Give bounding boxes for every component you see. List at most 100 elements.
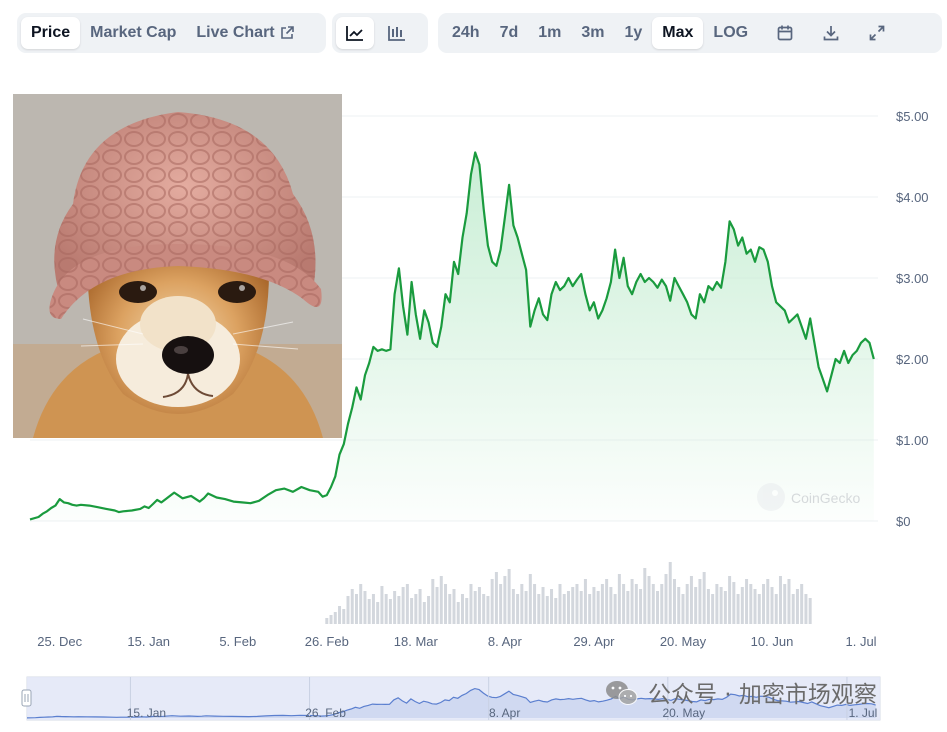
volume-bars bbox=[325, 562, 812, 624]
y-tick-label: $3.00 bbox=[896, 271, 929, 286]
volume-bar bbox=[745, 579, 749, 624]
range-toolbar: 24h 7d 1m 3m 1y Max LOG bbox=[438, 13, 942, 53]
line-chart-button[interactable] bbox=[336, 17, 374, 49]
volume-bar bbox=[626, 591, 630, 624]
volume-bar bbox=[558, 584, 562, 624]
overlay-dog-image bbox=[13, 94, 342, 438]
coingecko-watermark-text: CoinGecko bbox=[791, 490, 860, 506]
navigator-area bbox=[27, 688, 876, 718]
line-chart-icon bbox=[346, 26, 363, 41]
wechat-watermark-text: 公众号 · 加密市场观察 bbox=[648, 682, 877, 708]
volume-bar bbox=[342, 609, 346, 624]
volume-bar bbox=[596, 591, 600, 624]
volume-bar bbox=[656, 591, 660, 624]
y-tick-label: $4.00 bbox=[896, 190, 929, 205]
y-tick-label: $0 bbox=[896, 514, 910, 529]
navigator-tick-label: 8. Apr bbox=[489, 706, 520, 720]
volume-bar bbox=[444, 584, 448, 624]
volume-bar bbox=[329, 615, 333, 624]
volume-bar bbox=[350, 589, 354, 624]
range-max[interactable]: Max bbox=[652, 17, 704, 49]
volume-bar bbox=[325, 618, 329, 624]
volume-bar bbox=[507, 569, 511, 624]
view-tabs: Price Market Cap Live Chart bbox=[17, 13, 326, 53]
volume-bar bbox=[689, 576, 693, 624]
volume-bar bbox=[486, 596, 490, 624]
range-1y[interactable]: 1y bbox=[624, 24, 643, 41]
volume-bar bbox=[465, 598, 469, 624]
volume-bar bbox=[757, 594, 761, 624]
volume-bar bbox=[537, 594, 541, 624]
volume-bar bbox=[774, 594, 778, 624]
volume-bar bbox=[685, 584, 689, 624]
range-7d[interactable]: 7d bbox=[499, 24, 519, 41]
volume-bar bbox=[766, 579, 770, 624]
range-navigator[interactable]: 15. Jan 26. Feb 8. Apr 20. May 1. Jul bbox=[21, 676, 881, 721]
volume-bar bbox=[346, 596, 350, 624]
volume-bar bbox=[639, 589, 643, 624]
wechat-watermark: 公众号 · 加密市场观察 bbox=[606, 681, 877, 708]
volume-bar bbox=[613, 594, 617, 624]
volume-bar bbox=[617, 574, 621, 624]
volume-bar bbox=[482, 594, 486, 624]
volume-bar bbox=[672, 579, 676, 624]
volume-bar bbox=[711, 594, 715, 624]
volume-bar bbox=[554, 598, 558, 624]
tab-market-cap[interactable]: Market Cap bbox=[90, 24, 177, 41]
candlestick-chart-icon bbox=[388, 26, 405, 41]
volume-bar bbox=[630, 579, 634, 624]
price-line bbox=[29, 151, 875, 521]
x-tick-label: 29. Apr bbox=[573, 634, 615, 649]
volume-bar bbox=[511, 589, 515, 624]
volume-bar bbox=[609, 587, 613, 624]
volume-bar bbox=[575, 584, 579, 624]
tab-live-chart[interactable]: Live Chart bbox=[186, 17, 300, 49]
navigator-left-handle[interactable] bbox=[21, 689, 32, 707]
volume-bar bbox=[770, 587, 774, 624]
y-tick-label: $2.00 bbox=[896, 352, 929, 367]
navigator-tick-label: 1. Jul bbox=[849, 706, 878, 720]
download-button[interactable] bbox=[812, 17, 850, 49]
tab-live-chart-label: Live Chart bbox=[196, 24, 275, 41]
coingecko-logo-icon bbox=[757, 483, 785, 511]
y-axis: $5.00 $4.00 $3.00 $2.00 $1.00 $0 bbox=[896, 109, 929, 529]
range-3m[interactable]: 3m bbox=[581, 24, 605, 41]
volume-bar bbox=[448, 594, 452, 624]
volume-bar bbox=[354, 594, 358, 624]
fullscreen-button[interactable] bbox=[858, 17, 896, 49]
volume-bar bbox=[516, 594, 520, 624]
volume-bar bbox=[592, 587, 596, 624]
volume-bar bbox=[533, 584, 537, 624]
volume-bar bbox=[452, 589, 456, 624]
date-range-button[interactable] bbox=[766, 17, 804, 49]
volume-bar bbox=[384, 594, 388, 624]
expand-icon bbox=[869, 25, 885, 41]
x-axis: 25. Dec 15. Jan 5. Feb 26. Feb 18. Mar 8. Apr… bbox=[37, 634, 876, 649]
volume-bar bbox=[427, 596, 431, 624]
volume-bar bbox=[647, 576, 651, 624]
x-tick-label: 1. Jul bbox=[846, 634, 877, 649]
candlestick-chart-button[interactable] bbox=[378, 17, 416, 49]
volume-bar bbox=[520, 584, 524, 624]
volume-bar bbox=[681, 594, 685, 624]
volume-bar bbox=[702, 572, 706, 624]
volume-bar bbox=[363, 591, 367, 624]
range-1m[interactable]: 1m bbox=[538, 24, 562, 41]
log-scale-toggle[interactable]: LOG bbox=[713, 24, 749, 41]
volume-bar bbox=[723, 591, 727, 624]
volume-bar bbox=[571, 587, 575, 624]
volume-bar bbox=[477, 587, 481, 624]
volume-bar bbox=[439, 576, 443, 624]
volume-bar bbox=[808, 598, 812, 624]
volume-bar bbox=[524, 591, 528, 624]
volume-bar bbox=[778, 576, 782, 624]
volume-bar bbox=[367, 599, 371, 624]
coingecko-watermark: CoinGecko bbox=[757, 483, 860, 511]
range-24h[interactable]: 24h bbox=[452, 24, 480, 41]
tab-price[interactable]: Price bbox=[21, 17, 81, 49]
volume-bar bbox=[405, 584, 409, 624]
volume-bar bbox=[541, 587, 545, 624]
volume-bar bbox=[715, 584, 719, 624]
volume-bar bbox=[388, 599, 392, 624]
volume-bar bbox=[719, 587, 723, 624]
